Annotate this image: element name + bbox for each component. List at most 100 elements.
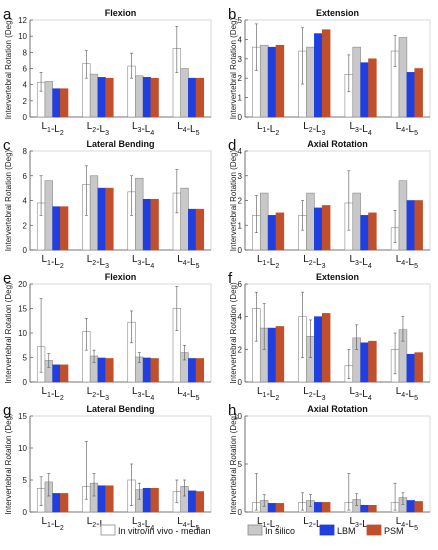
bar-c-2-3: [150, 198, 159, 251]
bar-a-2-1: [135, 75, 144, 118]
y-tick-label: 3: [238, 55, 243, 64]
x-tick-label: L2-L3: [303, 254, 325, 270]
bar-e-3-3: [195, 358, 205, 383]
bar-a-0-2: [52, 88, 61, 118]
y-tick-label: 8: [23, 147, 28, 156]
y-tick-label: 6: [23, 65, 28, 74]
bar-a-3-1: [180, 68, 189, 118]
panel-d: 0 1 2 3 4d Axial Rotation Intervertebral Rotat…: [228, 137, 431, 270]
x-tick-label: L1-L2: [41, 121, 63, 137]
y-tick-label: 10: [233, 412, 242, 421]
x-tick-label: L1-L2: [257, 516, 279, 532]
x-tick-label: L1-L2: [41, 254, 63, 270]
bar-g-0-2: [52, 493, 61, 513]
bar-d-2-2: [360, 215, 369, 251]
panel-title: Flexion: [105, 272, 137, 282]
bar-d-1-3: [321, 205, 331, 251]
y-tick-label: 10: [18, 329, 27, 338]
x-tick-label: L2-L3: [87, 254, 109, 270]
x-tick-label: L1-L2: [257, 254, 279, 270]
bar-c-0-3: [60, 206, 69, 251]
x-tick-label: L1-L2: [41, 386, 63, 402]
bar-b-1-3: [321, 29, 331, 118]
x-tick-label: L4-L5: [177, 516, 199, 532]
bar-f-1-3: [321, 313, 331, 383]
panel-title: Lateral Bending: [86, 139, 154, 149]
bar-c-1-2: [97, 187, 106, 251]
panel-f: 0 2 4 6f Extension Intervertebral Rotation (D…: [228, 270, 431, 402]
panel-c: 0 2 4 6 8 c Lateral Bending Intervertebral Rota…: [3, 137, 212, 270]
y-tick-label: 0: [238, 508, 243, 517]
x-tick-label: L3-L4: [349, 121, 371, 137]
bar-g-2-3: [150, 488, 159, 513]
y-tick-label: 4: [238, 313, 243, 322]
bar-c-3-3: [195, 208, 205, 251]
bar-c-2-1: [135, 177, 144, 251]
bar-b-1-2: [314, 33, 323, 118]
legend-swatch: [247, 524, 263, 536]
bar-e-1-2: [97, 357, 106, 383]
y-tick-label: 2: [238, 74, 243, 83]
bar-c-3-1: [180, 187, 189, 251]
x-tick-label: L2-L3: [303, 121, 325, 137]
y-axis-title: Intervertebral Rotation (Deg): [4, 413, 13, 515]
x-tick-label: L4-L5: [177, 254, 199, 270]
bar-b-2-2: [360, 62, 369, 118]
bar-a-2-3: [150, 77, 159, 118]
bar-c-0-2: [52, 206, 61, 251]
bar-c-1-1: [89, 175, 99, 251]
bar-c-3-2: [188, 208, 197, 251]
bar-e-0-2: [52, 364, 61, 383]
y-tick-label: 2: [23, 97, 28, 106]
bar-a-1-1: [89, 73, 99, 118]
legend-label: In vitro/in vivo - median: [118, 526, 211, 536]
bar-h-3-2: [406, 500, 416, 513]
x-tick-label: L3-L4: [132, 386, 154, 402]
bar-g-3-3: [195, 491, 205, 513]
bar-d-3-1: [398, 180, 408, 251]
y-axis-title: Intervertebral Rotation (Deg): [4, 149, 13, 251]
legend-swatch: [100, 524, 116, 536]
y-tick-label: 5: [23, 354, 28, 363]
bar-e-0-3: [60, 364, 69, 383]
panel-title: Axial Rotation: [307, 404, 368, 414]
legend-item: In silico: [247, 524, 295, 536]
y-tick-label: 15: [18, 305, 27, 314]
bar-f-0-3: [275, 326, 285, 383]
y-tick-label: 12: [18, 16, 27, 25]
bar-d-1-2: [314, 207, 323, 251]
bar-f-3-3: [414, 352, 423, 383]
bar-c-1-3: [105, 187, 114, 251]
bar-c-2-2: [142, 198, 152, 251]
panel-letter: a: [3, 6, 12, 23]
bar-h-1-3: [321, 502, 331, 513]
panel-title: Lateral Bending: [86, 404, 154, 414]
bar-e-1-3: [105, 358, 114, 383]
x-tick-label: L2-L3: [303, 386, 325, 402]
y-tick-label: 0: [238, 246, 243, 255]
x-tick-label: L1-L2: [41, 516, 63, 532]
panel-a: 0 2 4 6 8 10 12 a Flexion Intervertebral Rotation…: [3, 6, 212, 137]
y-tick-label: 1: [238, 94, 243, 103]
bar-c-0-1: [44, 180, 53, 251]
y-axis-title: Intervertebral Rotation (Deg): [229, 17, 238, 119]
x-tick-label: L3-L4: [132, 254, 154, 270]
bar-h-2-2: [360, 504, 369, 513]
bar-g-0-3: [60, 493, 69, 513]
bar-a-0-1: [44, 81, 53, 118]
panel-title: Extension: [316, 272, 359, 282]
x-tick-label: L4-L5: [177, 386, 199, 402]
bar-e-2-2: [142, 357, 152, 383]
bar-d-3-3: [414, 200, 423, 251]
panel-title: Extension: [316, 8, 359, 18]
x-tick-label: L3-L4: [132, 121, 154, 137]
y-tick-label: 8: [23, 48, 28, 57]
bar-f-0-2: [267, 327, 277, 383]
bar-e-2-3: [150, 358, 159, 383]
y-tick-label: 6: [238, 280, 243, 289]
y-tick-label: 10: [18, 32, 27, 41]
y-tick-label: 5: [23, 476, 28, 485]
bar-a-2-2: [142, 77, 152, 118]
y-tick-label: 2: [238, 345, 243, 354]
x-tick-label: L4-L5: [396, 386, 418, 402]
